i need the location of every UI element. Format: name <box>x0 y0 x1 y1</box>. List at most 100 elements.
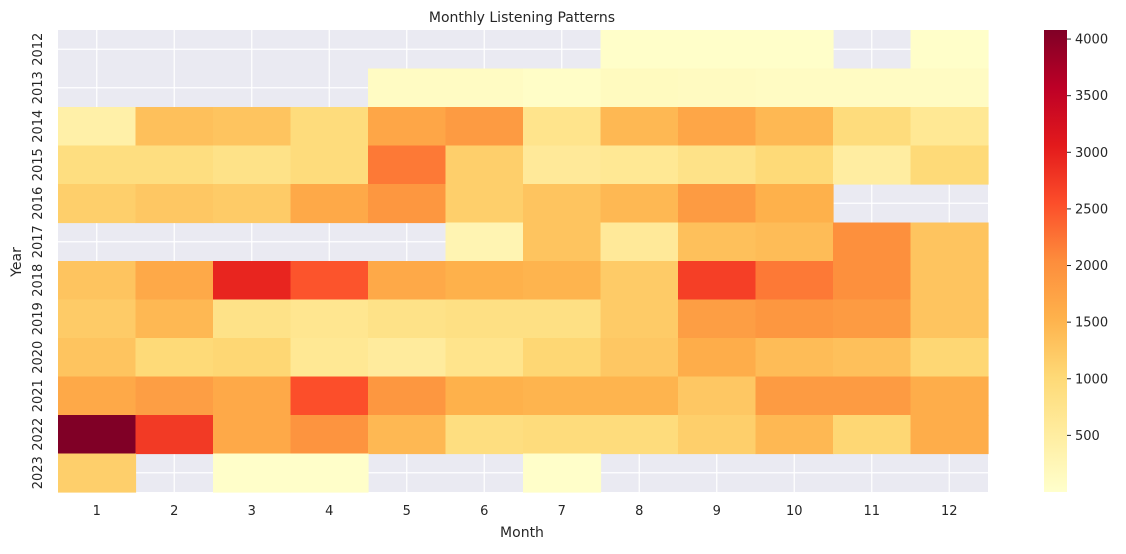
heatmap-cell <box>678 415 757 455</box>
heatmap-cell <box>445 145 524 185</box>
x-tick-label: 11 <box>863 504 880 519</box>
heatmap-cell <box>290 299 369 339</box>
heatmap-cell <box>755 107 834 147</box>
heatmap-cell <box>833 299 912 339</box>
heatmap-cell <box>213 261 292 301</box>
heatmap-cell <box>445 68 524 108</box>
heatmap-cell <box>678 222 757 262</box>
heatmap-cell <box>600 338 679 378</box>
heatmap-cell <box>910 222 989 262</box>
x-tick-label: 8 <box>635 504 643 519</box>
heatmap-cell <box>135 145 214 185</box>
heatmap-cell <box>910 338 989 378</box>
heatmap-cell <box>833 68 912 108</box>
colorbar <box>1044 30 1067 492</box>
heatmap-cell <box>58 145 137 185</box>
x-tick-label: 9 <box>713 504 721 519</box>
heatmap-cell <box>58 376 137 416</box>
heatmap-cell <box>910 415 989 455</box>
heatmap-cell <box>368 338 447 378</box>
heatmap-cell <box>523 338 602 378</box>
heatmap-cell <box>445 222 524 262</box>
colorbar-tick-label: 500 <box>1075 429 1100 444</box>
heatmap-cell <box>755 415 834 455</box>
heatmap-cell <box>755 338 834 378</box>
heatmap-cell <box>833 145 912 185</box>
heatmap-cell <box>600 222 679 262</box>
heatmap-cell <box>833 107 912 147</box>
heatmap-cell <box>678 261 757 301</box>
y-tick-label: 2023 <box>31 456 46 489</box>
heatmap-cell <box>290 184 369 224</box>
heatmap-cell <box>678 299 757 339</box>
y-tick-label: 2019 <box>31 302 46 335</box>
heatmap-cell <box>833 338 912 378</box>
heatmap-cell <box>678 68 757 108</box>
heatmap-cell <box>368 68 447 108</box>
heatmap-cell <box>600 30 679 70</box>
heatmap-cell <box>368 184 447 224</box>
y-tick-label: 2012 <box>31 33 46 66</box>
heatmap-cell <box>135 261 214 301</box>
heatmap-cell <box>213 338 292 378</box>
y-tick-label: 2017 <box>31 225 46 258</box>
heatmap-cell <box>833 261 912 301</box>
heatmap-cell <box>910 376 989 416</box>
heatmap-cell <box>755 261 834 301</box>
colorbar-tick-label: 2500 <box>1075 202 1108 217</box>
y-tick-label: 2020 <box>31 341 46 374</box>
heatmap-cell <box>523 68 602 108</box>
colorbar-tick-label: 3000 <box>1075 146 1108 161</box>
heatmap-cell <box>290 453 369 493</box>
colorbar-tick-label: 4000 <box>1075 33 1108 48</box>
heatmap-cell <box>523 415 602 455</box>
heatmap-cell <box>368 145 447 185</box>
heatmap-cell <box>58 261 137 301</box>
y-tick-label: 2014 <box>31 110 46 143</box>
heatmap-cell <box>523 184 602 224</box>
heatmap-cell <box>910 299 989 339</box>
heatmap-cell <box>678 376 757 416</box>
heatmap-cell <box>213 376 292 416</box>
heatmap-cell <box>445 107 524 147</box>
heatmap-cell <box>135 299 214 339</box>
heatmap-cell <box>755 145 834 185</box>
y-tick-label: 2015 <box>31 148 46 181</box>
heatmap-cell <box>755 68 834 108</box>
heatmap-cell <box>135 415 214 455</box>
x-tick-label: 1 <box>93 504 101 519</box>
colorbar-ticks: 500 1000 1500 2000 2500 3000 3500 4000 <box>1067 33 1108 444</box>
heatmap-cell <box>523 299 602 339</box>
heatmap-cell <box>445 338 524 378</box>
heatmap-cell <box>213 145 292 185</box>
y-ticks: 2012 2013 2014 2015 2016 2017 2018 2019 2020 2021… <box>31 33 46 490</box>
heatmap-cell <box>135 338 214 378</box>
heatmap-cell <box>910 30 989 70</box>
heatmap-cell <box>58 107 137 147</box>
heatmap-cell <box>755 184 834 224</box>
heatmap-cell <box>600 376 679 416</box>
heatmap-cell <box>600 184 679 224</box>
heatmap-cell <box>213 415 292 455</box>
heatmap-cell <box>290 261 369 301</box>
heatmap-cell <box>58 299 137 339</box>
heatmap-cell <box>910 145 989 185</box>
heatmap-cell <box>910 107 989 147</box>
y-tick-label: 2021 <box>31 379 46 412</box>
heatmap-cells <box>58 30 989 493</box>
heatmap-cell <box>58 415 137 455</box>
heatmap-cell <box>290 376 369 416</box>
x-tick-label: 7 <box>558 504 566 519</box>
heatmap-cell <box>678 184 757 224</box>
heatmap-cell <box>58 338 137 378</box>
heatmap-cell <box>290 107 369 147</box>
heatmap-cell <box>368 376 447 416</box>
heatmap-cell <box>213 184 292 224</box>
heatmap-cell <box>600 68 679 108</box>
heatmap-cell <box>58 453 137 493</box>
heatmap-cell <box>600 107 679 147</box>
y-tick-label: 2022 <box>31 418 46 451</box>
heatmap-cell <box>755 376 834 416</box>
x-axis-label: Month <box>500 525 544 541</box>
heatmap-cell <box>833 415 912 455</box>
